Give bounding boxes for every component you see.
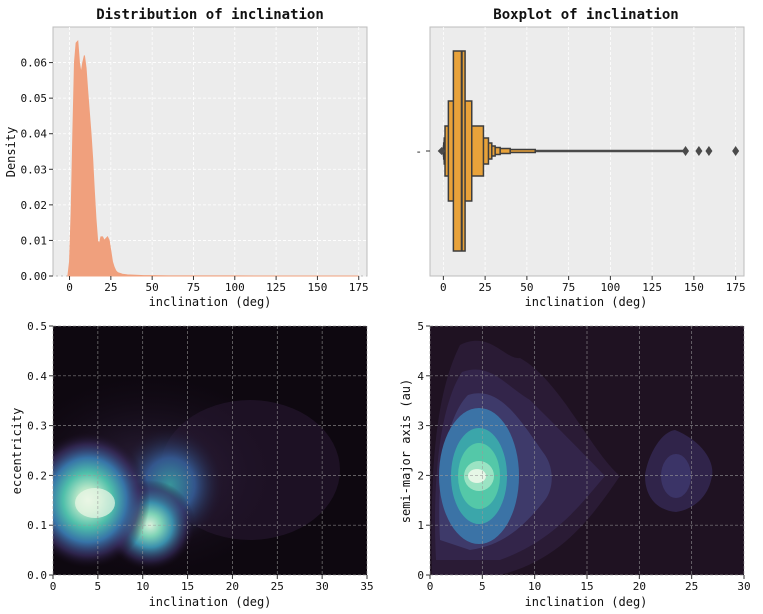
boxen-outlier — [682, 146, 690, 156]
kde-x-tick-label: 0 — [66, 281, 73, 294]
kde-x-tick-label: 125 — [266, 281, 286, 294]
kde-y-tick-label: 0.05 — [21, 92, 48, 105]
ecc-grid — [52, 325, 368, 576]
ecc-x-tick-label: 25 — [271, 580, 284, 593]
boxen-box — [452, 50, 466, 252]
kde-x-tick-label: 100 — [225, 281, 245, 294]
kde-title: Distribution of inclination — [96, 7, 324, 23]
sma-y-tick-label: 1 — [417, 519, 424, 532]
boxen-grid — [442, 27, 737, 276]
ecc-y-tick-label: 0.3 — [27, 420, 47, 433]
boxen-x-tick-label: 50 — [520, 281, 533, 294]
boxen-x-tick-label: 25 — [478, 281, 491, 294]
boxen-x-tick-label: 125 — [642, 281, 662, 294]
kde-y-tick-label: 0.02 — [21, 199, 48, 212]
boxen-outlier — [695, 146, 703, 156]
boxen-x-tick-label: 100 — [600, 281, 620, 294]
kde-y-tick-label: 0.01 — [21, 234, 48, 247]
boxen-x-tick-label: 175 — [726, 281, 746, 294]
kde-y-tick-label: 0.06 — [21, 57, 48, 70]
ecc-x-tick-label: 15 — [181, 580, 194, 593]
boxen-x-tick-label: 0 — [440, 281, 447, 294]
boxen-marks — [437, 50, 740, 252]
boxen-y-tick-label: - — [415, 145, 422, 158]
boxen-outlier — [705, 146, 713, 156]
sma-y-ticks: 0 1 2 3 4 5 — [417, 320, 430, 582]
boxen-outlier — [437, 147, 446, 155]
sma-y-tick-label: 2 — [417, 469, 424, 482]
ecc-x-tick-label: 5 — [95, 580, 102, 593]
sma-x-tick-label: 20 — [633, 580, 646, 593]
boxen-x-tick-label: 150 — [684, 281, 704, 294]
sma-contour-levels — [431, 340, 713, 575]
ecc-x-tick-label: 30 — [316, 580, 329, 593]
sma-x-tick-label: 30 — [737, 580, 750, 593]
kde-x-tick-label: 50 — [146, 281, 159, 294]
kde-y-tick-label: 0.04 — [21, 128, 48, 141]
sma-x-tick-label: 10 — [528, 580, 541, 593]
ecc-y-tick-label: 0.2 — [27, 469, 47, 482]
ecc-density-field — [53, 375, 340, 575]
sma-x-ticks: 0 5 10 15 20 25 30 — [427, 575, 751, 593]
boxen-x-tick-label: 75 — [562, 281, 575, 294]
ecc-y-tick-label: 0.5 — [27, 320, 47, 333]
kde-panel: Distribution of inclination 0 25 50 75 100 12… — [4, 7, 369, 309]
ecc-y-label: eccentricity — [10, 408, 24, 495]
boxen-outlier — [732, 146, 740, 156]
sma-x-tick-label: 25 — [685, 580, 698, 593]
sma-y-tick-label: 3 — [417, 420, 424, 433]
boxen-title: Boxplot of inclination — [493, 7, 678, 23]
ecc-x-tick-label: 20 — [226, 580, 239, 593]
boxen-x-ticks: 0 25 50 75 100 125 150 175 — [440, 276, 746, 294]
sma-y-tick-label: 5 — [417, 320, 424, 333]
kde-x-label: inclination (deg) — [149, 295, 272, 309]
ecc-y-ticks: 0.0 0.1 0.2 0.3 0.4 0.5 — [27, 320, 53, 582]
kde-density-area — [67, 40, 359, 277]
ecc-y-tick-label: 0.0 — [27, 569, 47, 582]
kde-x-tick-label: 175 — [349, 281, 369, 294]
sma-x-label: inclination (deg) — [525, 595, 648, 609]
boxen-x-label: inclination (deg) — [525, 295, 648, 309]
sma-y-label: semi-major axis (au) — [399, 379, 413, 524]
sma-contour-panel: 0 5 10 15 20 25 30 0 1 2 3 4 5 inclination (deg) se… — [399, 320, 751, 609]
ecc-x-tick-label: 35 — [360, 580, 373, 593]
sma-secondary-level-2 — [661, 454, 691, 498]
ecc-x-tick-label: 10 — [136, 580, 149, 593]
sma-y-tick-label: 0 — [417, 569, 424, 582]
sma-x-tick-label: 15 — [580, 580, 593, 593]
kde-y-tick-label: 0.00 — [21, 270, 48, 283]
kde-x-tick-label: 75 — [187, 281, 200, 294]
kde-x-tick-label: 150 — [307, 281, 327, 294]
sma-x-tick-label: 5 — [479, 580, 486, 593]
ecc-y-tick-label: 0.4 — [27, 370, 47, 383]
ecc-x-ticks: 0 5 10 15 20 25 30 35 — [50, 575, 374, 593]
sma-x-tick-label: 0 — [427, 580, 434, 593]
ecc-x-tick-label: 0 — [50, 580, 57, 593]
kde-y-ticks: 0.00 0.01 0.02 0.03 0.04 0.05 0.06 — [21, 57, 53, 283]
boxen-panel: Boxplot of inclination 0 25 50 75 100 125 150 1… — [415, 7, 745, 309]
kde-y-tick-label: 0.03 — [21, 163, 48, 176]
ecc-heatmap-panel: 0 5 10 15 20 25 30 35 0.0 0.1 0.2 0.3 0.4 0.5 inclin… — [10, 320, 374, 609]
sma-y-tick-label: 4 — [417, 370, 424, 383]
kde-y-label: Density — [4, 127, 18, 178]
kde-x-tick-label: 25 — [104, 281, 117, 294]
sma-contour-peak — [468, 469, 486, 483]
ecc-y-tick-label: 0.1 — [27, 519, 47, 532]
ecc-peak-core — [75, 488, 115, 518]
ecc-x-label: inclination (deg) — [149, 595, 272, 609]
kde-plot-area — [52, 26, 368, 277]
kde-x-ticks: 0 25 50 75 100 125 150 175 — [66, 276, 369, 294]
